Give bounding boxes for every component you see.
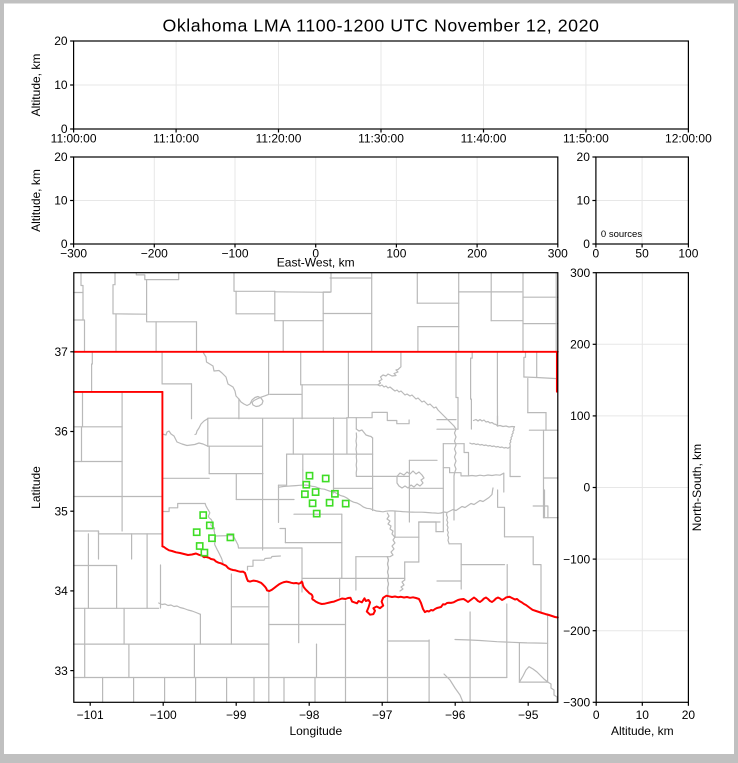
svg-text:0 sources: 0 sources bbox=[601, 229, 642, 240]
svg-text:36: 36 bbox=[54, 425, 68, 439]
svg-text:11:00:00: 11:00:00 bbox=[51, 132, 97, 146]
svg-text:Altitude, km: Altitude, km bbox=[29, 169, 43, 232]
svg-text:Altitude, km: Altitude, km bbox=[29, 54, 43, 117]
svg-text:0: 0 bbox=[61, 237, 68, 251]
svg-text:−96: −96 bbox=[445, 708, 466, 722]
svg-text:300: 300 bbox=[570, 266, 590, 280]
svg-text:11:50:00: 11:50:00 bbox=[563, 132, 609, 146]
svg-text:10: 10 bbox=[577, 194, 591, 208]
svg-text:−101: −101 bbox=[77, 708, 104, 722]
svg-text:34: 34 bbox=[54, 584, 68, 598]
svg-text:50: 50 bbox=[635, 247, 649, 261]
svg-text:0: 0 bbox=[584, 481, 591, 495]
svg-text:20: 20 bbox=[54, 150, 68, 164]
svg-text:0: 0 bbox=[593, 247, 600, 261]
svg-text:0: 0 bbox=[593, 708, 600, 722]
svg-text:−100: −100 bbox=[221, 247, 248, 261]
svg-text:10: 10 bbox=[636, 708, 650, 722]
svg-text:100: 100 bbox=[678, 247, 698, 261]
svg-text:37: 37 bbox=[54, 345, 68, 359]
svg-text:20: 20 bbox=[54, 34, 68, 48]
svg-text:33: 33 bbox=[54, 664, 68, 678]
svg-text:12:00:00: 12:00:00 bbox=[665, 132, 712, 146]
svg-text:0: 0 bbox=[312, 247, 319, 261]
svg-text:−300: −300 bbox=[563, 696, 590, 710]
svg-text:10: 10 bbox=[54, 78, 68, 92]
svg-text:11:30:00: 11:30:00 bbox=[358, 132, 404, 146]
svg-text:−200: −200 bbox=[141, 247, 168, 261]
svg-text:20: 20 bbox=[577, 150, 591, 164]
svg-text:35: 35 bbox=[54, 504, 68, 518]
svg-text:North-South, km: North-South, km bbox=[690, 444, 704, 531]
svg-text:−97: −97 bbox=[372, 708, 393, 722]
svg-text:100: 100 bbox=[570, 409, 590, 423]
svg-text:10: 10 bbox=[54, 194, 68, 208]
svg-text:11:20:00: 11:20:00 bbox=[256, 132, 302, 146]
svg-text:200: 200 bbox=[570, 338, 590, 352]
svg-text:Longitude: Longitude bbox=[289, 724, 342, 738]
svg-text:East-West, km: East-West, km bbox=[277, 256, 355, 270]
svg-text:Oklahoma LMA 1100-1200 UTC Nov: Oklahoma LMA 1100-1200 UTC November 12, … bbox=[162, 16, 599, 36]
svg-text:−98: −98 bbox=[299, 708, 320, 722]
svg-text:−200: −200 bbox=[563, 624, 590, 638]
svg-text:0: 0 bbox=[583, 237, 590, 251]
svg-text:11:40:00: 11:40:00 bbox=[461, 132, 507, 146]
svg-text:20: 20 bbox=[682, 708, 696, 722]
svg-text:11:10:00: 11:10:00 bbox=[153, 132, 199, 146]
svg-text:−95: −95 bbox=[518, 708, 539, 722]
svg-text:100: 100 bbox=[386, 247, 406, 261]
svg-text:200: 200 bbox=[467, 247, 487, 261]
svg-text:−100: −100 bbox=[150, 708, 177, 722]
svg-text:300: 300 bbox=[548, 247, 568, 261]
svg-text:−99: −99 bbox=[226, 708, 247, 722]
svg-text:−100: −100 bbox=[563, 552, 590, 566]
svg-text:−300: −300 bbox=[60, 247, 87, 261]
svg-text:Altitude, km: Altitude, km bbox=[611, 724, 674, 738]
svg-text:Latitude: Latitude bbox=[29, 466, 43, 509]
svg-text:0: 0 bbox=[61, 122, 68, 136]
